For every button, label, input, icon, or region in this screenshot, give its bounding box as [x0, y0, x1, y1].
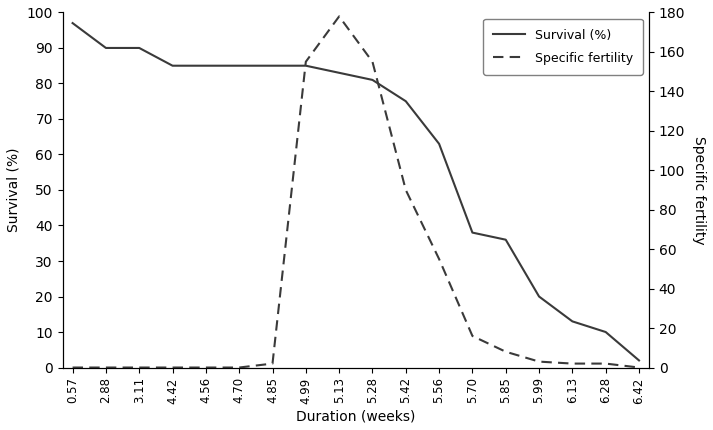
- Specific fertility: [268, 361, 277, 366]
- Survival (%): [68, 21, 77, 26]
- Survival (%): [568, 319, 577, 324]
- Survival (%): [135, 46, 143, 51]
- Specific fertility: [135, 365, 143, 370]
- Survival (%): [501, 237, 510, 242]
- Specific fertility: [601, 361, 610, 366]
- Specific fertility: [68, 365, 77, 370]
- Line: Specific fertility: Specific fertility: [73, 16, 639, 368]
- Survival (%): [468, 230, 477, 235]
- Specific fertility: [635, 365, 643, 370]
- Y-axis label: Survival (%): Survival (%): [7, 148, 21, 232]
- Survival (%): [235, 63, 243, 68]
- X-axis label: Duration (weeks): Duration (weeks): [296, 409, 416, 423]
- Survival (%): [268, 63, 277, 68]
- Survival (%): [635, 358, 643, 363]
- Specific fertility: [568, 361, 577, 366]
- Survival (%): [368, 77, 376, 83]
- Specific fertility: [202, 365, 210, 370]
- Survival (%): [601, 329, 610, 335]
- Specific fertility: [168, 365, 177, 370]
- Survival (%): [535, 294, 543, 299]
- Specific fertility: [302, 59, 310, 64]
- Survival (%): [401, 98, 410, 104]
- Specific fertility: [235, 365, 243, 370]
- Survival (%): [202, 63, 210, 68]
- Y-axis label: Specific fertility: Specific fertility: [692, 136, 706, 244]
- Line: Survival (%): Survival (%): [73, 23, 639, 360]
- Specific fertility: [368, 59, 376, 64]
- Specific fertility: [401, 187, 410, 193]
- Survival (%): [302, 63, 310, 68]
- Specific fertility: [102, 365, 111, 370]
- Specific fertility: [468, 333, 477, 338]
- Survival (%): [168, 63, 177, 68]
- Specific fertility: [501, 349, 510, 354]
- Specific fertility: [435, 256, 443, 261]
- Survival (%): [435, 141, 443, 146]
- Specific fertility: [535, 359, 543, 364]
- Specific fertility: [335, 14, 344, 19]
- Survival (%): [335, 70, 344, 75]
- Legend: Survival (%), Specific fertility: Survival (%), Specific fertility: [483, 18, 642, 75]
- Survival (%): [102, 46, 111, 51]
